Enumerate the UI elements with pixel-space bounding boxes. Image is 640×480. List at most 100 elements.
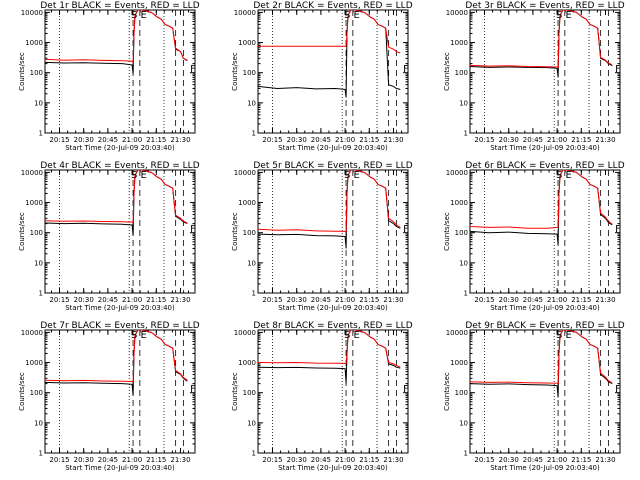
x-tick-label: 20:15: [474, 456, 494, 464]
phase-marker: S: [556, 170, 562, 181]
x-tick-label: 20:30: [499, 296, 519, 304]
plot-frame: [257, 169, 409, 294]
y-tick-label: 100: [243, 389, 256, 397]
y-tick-label: 10000: [446, 329, 468, 337]
phase-marker: E: [141, 10, 147, 21]
panel-title: Det 6r BLACK = Events, RED = LLD: [465, 161, 624, 171]
y-tick-label: 10: [34, 99, 43, 107]
x-axis-label: Start Time (20-Jul-09 20:03:40): [490, 144, 600, 152]
y-tick-label: 100: [30, 389, 43, 397]
y-tick-label: 1: [252, 450, 256, 458]
x-axis-label: Start Time (20-Jul-09 20:03:40): [278, 464, 388, 472]
phase-marker: E: [354, 170, 360, 181]
plot-frame: [44, 169, 196, 294]
phase-marker: F: [615, 64, 621, 75]
y-tick-label: 10: [459, 99, 468, 107]
x-tick-label: 21:00: [122, 456, 142, 464]
phase-marker: F: [190, 224, 196, 235]
x-axis-label: Start Time (20-Jul-09 20:03:40): [278, 304, 388, 312]
y-tick-label: 10000: [234, 169, 256, 177]
y-tick-label: 10: [34, 419, 43, 427]
x-tick-label: 21:15: [146, 296, 166, 304]
detector-panel-4: Det 4r BLACK = Events, RED = LLD 1 10 100 10…: [18, 161, 200, 312]
y-axis-label: Counts/sec: [443, 212, 451, 251]
x-tick-label: 20:30: [287, 456, 307, 464]
x-axis-label: Start Time (20-Jul-09 20:03:40): [65, 304, 175, 312]
detector-panel-6: Det 6r BLACK = Events, RED = LLD 1 10 100 10…: [443, 161, 625, 312]
y-tick-label: 1: [39, 450, 43, 458]
x-tick-label: 21:15: [571, 456, 591, 464]
y-tick-label: 1: [464, 290, 468, 298]
x-tick-label: 20:45: [98, 296, 118, 304]
x-tick-label: 21:15: [146, 456, 166, 464]
y-tick-label: 1000: [25, 359, 43, 367]
detector-panel-2: Det 2r BLACK = Events, RED = LLD 1 10 100 10…: [231, 1, 413, 152]
phase-marker: S: [556, 10, 562, 21]
x-tick-label: 21:00: [335, 296, 355, 304]
plot-frame: [257, 329, 409, 454]
x-tick-label: 21:30: [383, 296, 403, 304]
phase-marker: S: [131, 330, 137, 341]
panel-title: Det 8r BLACK = Events, RED = LLD: [253, 321, 412, 331]
phase-marker: E: [141, 330, 147, 341]
y-tick-label: 100: [455, 389, 468, 397]
x-tick-label: 21:15: [359, 456, 379, 464]
lld-series-line: [45, 170, 188, 224]
x-tick-label: 20:30: [287, 136, 307, 144]
x-axis-label: Start Time (20-Jul-09 20:03:40): [490, 304, 600, 312]
y-tick-label: 1: [252, 130, 256, 138]
lld-series-line: [470, 330, 613, 385]
phase-marker: S: [344, 10, 350, 21]
x-tick-label: 21:15: [359, 136, 379, 144]
phase-marker: S: [344, 170, 350, 181]
plot-frame: [44, 9, 196, 134]
panel-title: Det 4r BLACK = Events, RED = LLD: [40, 161, 199, 171]
x-axis-label: Start Time (20-Jul-09 20:03:40): [65, 464, 175, 472]
lld-series-line: [470, 10, 613, 69]
x-tick-label: 21:30: [383, 136, 403, 144]
y-tick-label: 1000: [450, 39, 468, 47]
x-tick-label: 20:45: [98, 136, 118, 144]
y-axis-label: Counts/sec: [443, 372, 451, 411]
phase-marker: F: [190, 64, 196, 75]
x-tick-label: 21:30: [383, 456, 403, 464]
lld-series-line: [470, 170, 613, 229]
x-tick-label: 20:15: [49, 456, 69, 464]
y-axis-label: Counts/sec: [231, 52, 239, 91]
phase-marker: F: [190, 384, 196, 395]
phase-marker: E: [141, 170, 147, 181]
x-tick-label: 21:00: [547, 456, 567, 464]
events-series-line: [45, 330, 188, 396]
x-tick-label: 20:15: [262, 456, 282, 464]
events-series-line: [470, 170, 613, 245]
x-tick-label: 20:15: [474, 296, 494, 304]
y-axis-label: Counts/sec: [18, 52, 26, 91]
phase-marker: S: [556, 330, 562, 341]
x-tick-label: 21:15: [359, 296, 379, 304]
x-tick-label: 20:15: [474, 136, 494, 144]
y-tick-label: 10: [247, 419, 256, 427]
events-series-line: [45, 10, 188, 75]
panel-title: Det 7r BLACK = Events, RED = LLD: [40, 321, 199, 331]
x-tick-label: 20:45: [523, 456, 543, 464]
plot-frame: [469, 329, 621, 454]
y-tick-label: 1000: [450, 359, 468, 367]
phase-marker: S: [131, 170, 137, 181]
x-axis-label: Start Time (20-Jul-09 20:03:40): [65, 144, 175, 152]
plot-frame: [44, 329, 196, 454]
y-axis-label: Counts/sec: [18, 212, 26, 251]
x-tick-label: 21:00: [335, 456, 355, 464]
phase-marker: F: [615, 384, 621, 395]
panel-title: Det 1r BLACK = Events, RED = LLD: [40, 1, 199, 11]
y-tick-label: 1000: [238, 199, 256, 207]
y-axis-label: Counts/sec: [443, 52, 451, 91]
y-tick-label: 1000: [238, 39, 256, 47]
x-tick-label: 20:30: [74, 456, 94, 464]
x-tick-label: 21:30: [170, 456, 190, 464]
y-tick-label: 1: [252, 290, 256, 298]
y-tick-label: 1: [464, 450, 468, 458]
y-tick-label: 100: [243, 229, 256, 237]
lld-series-line: [258, 10, 401, 54]
y-tick-label: 10000: [21, 169, 43, 177]
